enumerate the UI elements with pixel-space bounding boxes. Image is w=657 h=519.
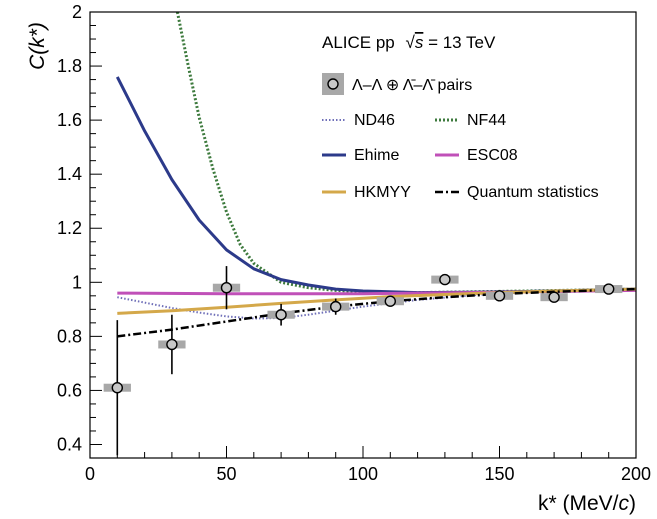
experiment-name: ALICE pp [322, 33, 395, 52]
data-marker [275, 309, 287, 321]
x-axis-ticks: 0 50 100 150 200 [85, 446, 651, 484]
data-point [212, 266, 241, 310]
curve-quantum-statistics [117, 287, 636, 338]
data-marker [493, 290, 506, 302]
legend: Λ–Λ ⊕ Λ̄–Λ̄ pairs ND46 NF44 Ehime ESC08 HKMYY… [322, 73, 599, 201]
legend-entry-esc08: ESC08 [435, 147, 518, 164]
data-marker [384, 295, 396, 307]
y-tick-label: 0.4 [57, 434, 82, 454]
legend-label: NF44 [467, 112, 506, 129]
legend-label: HKMYY [354, 184, 411, 201]
legend-marker [327, 78, 339, 90]
x-axis-label-italic: c [619, 492, 630, 515]
legend-entry-ehime: Ehime [322, 147, 399, 164]
legend-entry-nf44: NF44 [435, 112, 506, 129]
y-tick-label: 1.8 [57, 56, 82, 76]
data-point [431, 273, 459, 286]
data-marker [330, 300, 342, 313]
data-marker [111, 382, 124, 394]
x-axis-label-main: k* (MeV/ [538, 492, 619, 515]
energy-value: = 13 TeV [423, 33, 496, 52]
x-tick-label: 0 [85, 464, 95, 484]
legend-entry-data: Λ–Λ ⊕ Λ̄–Λ̄ pairs [322, 73, 472, 95]
x-tick-label: 100 [348, 464, 378, 484]
data-point [376, 295, 404, 307]
data-marker [220, 282, 233, 294]
x-axis-label: k* (MeV/c) [538, 492, 636, 515]
data-point [158, 314, 186, 375]
legend-label: Ehime [354, 147, 399, 164]
curve-nf44 [175, 12, 636, 295]
legend-label: Λ–Λ ⊕ Λ̄–Λ̄ pairs [352, 77, 472, 94]
x-tick-label: 150 [484, 464, 514, 484]
y-tick-label: 1 [72, 272, 82, 292]
data-point [595, 283, 623, 295]
data-point [485, 290, 514, 302]
x-axis-label-end: ) [629, 492, 636, 515]
legend-entry-nd46: ND46 [322, 112, 395, 129]
x-tick-label: 50 [216, 464, 236, 484]
y-tick-label: 1.4 [57, 164, 82, 184]
energy-variable: s [415, 33, 424, 52]
y-tick-label: 1.2 [57, 218, 82, 238]
y-tick-label: 1.6 [57, 110, 82, 130]
x-tick-label: 200 [621, 464, 651, 484]
experiment-annotation: ALICE pp √s = 13 TeV [322, 33, 496, 52]
data-marker [166, 338, 178, 351]
data-points [103, 266, 623, 456]
legend-label: Quantum statistics [467, 184, 599, 201]
y-tick-label: 0.8 [57, 326, 82, 346]
legend-entry-quantum-statistics: Quantum statistics [435, 184, 599, 201]
data-marker [548, 291, 560, 303]
y-tick-label: 2 [72, 2, 82, 22]
energy-sqrt: √ [406, 33, 416, 52]
y-axis-label: C(k*) [26, 22, 49, 70]
data-point [540, 291, 568, 303]
data-marker [439, 273, 451, 286]
data-point [103, 320, 131, 456]
data-point [267, 303, 295, 326]
model-curves [115, 12, 636, 338]
data-point [322, 298, 350, 315]
legend-label: ND46 [354, 112, 395, 129]
legend-entry-hkmyy: HKMYY [322, 184, 411, 201]
y-tick-label: 0.6 [57, 380, 82, 400]
data-marker [603, 283, 615, 295]
legend-label: ESC08 [467, 147, 518, 164]
y-axis-ticks: 0.4 0.6 0.8 1 1.2 1.4 1.6 1.8 2 [57, 2, 102, 454]
